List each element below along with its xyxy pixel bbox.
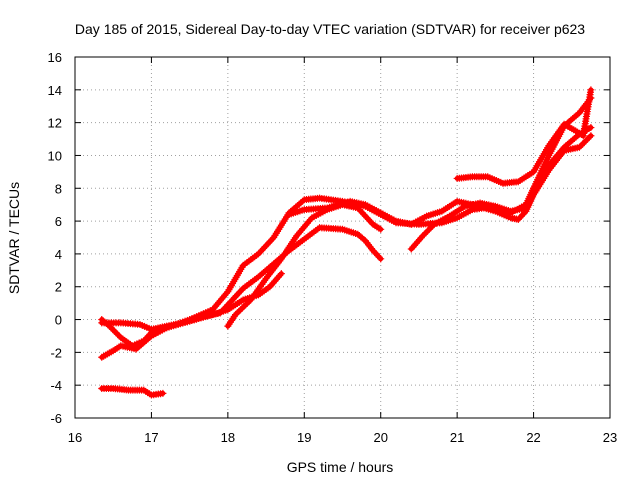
y-tick-label: 12 (48, 116, 62, 131)
series-7 (407, 94, 595, 253)
axis-ticks: 16 17 18 19 20 21 22 23 -6 -4 -2 0 2 4 6 8 10 12 14 16 (48, 50, 618, 445)
series-track (99, 271, 284, 349)
grid (75, 57, 610, 418)
series-track (99, 125, 594, 360)
series-3 (98, 224, 385, 333)
y-tick-label: 6 (55, 214, 62, 229)
series-1 (98, 384, 167, 399)
series-8 (453, 86, 595, 187)
y-tick-label: 8 (55, 181, 62, 196)
x-axis-title: GPS time / hours (287, 459, 394, 475)
plus-markers (453, 86, 595, 187)
plus-markers (98, 124, 595, 361)
x-tick-label: 21 (450, 430, 464, 445)
y-axis-title: SDTVAR / TECUs (6, 182, 22, 294)
plot-area (98, 86, 595, 399)
x-tick-label: 19 (297, 430, 311, 445)
x-tick-label: 22 (526, 430, 540, 445)
series-track (99, 225, 384, 332)
y-tick-label: 0 (55, 313, 62, 328)
chart-title: Day 185 of 2015, Sidereal Day-to-day VTE… (75, 21, 585, 37)
x-tick-label: 20 (373, 430, 387, 445)
y-tick-label: 4 (55, 247, 62, 262)
y-tick-label: 10 (48, 148, 62, 163)
plot-frame (74, 56, 611, 419)
series-4 (98, 124, 595, 361)
y-tick-label: 16 (48, 50, 62, 65)
y-tick-label: -2 (50, 345, 62, 360)
plus-markers (98, 384, 167, 399)
y-tick-label: -6 (50, 411, 62, 426)
series-2 (98, 270, 285, 350)
series-5 (224, 201, 385, 330)
y-tick-label: 2 (55, 280, 62, 295)
series-track (408, 95, 594, 252)
x-tick-label: 18 (221, 430, 235, 445)
plus-markers (98, 224, 385, 333)
y-tick-label: 14 (48, 83, 62, 98)
y-tick-label: -4 (50, 378, 62, 393)
plus-markers (98, 270, 285, 350)
plus-markers (407, 94, 595, 253)
x-tick-label: 16 (68, 430, 82, 445)
series-track (454, 87, 594, 186)
x-tick-label: 23 (603, 430, 617, 445)
x-tick-label: 17 (144, 430, 158, 445)
